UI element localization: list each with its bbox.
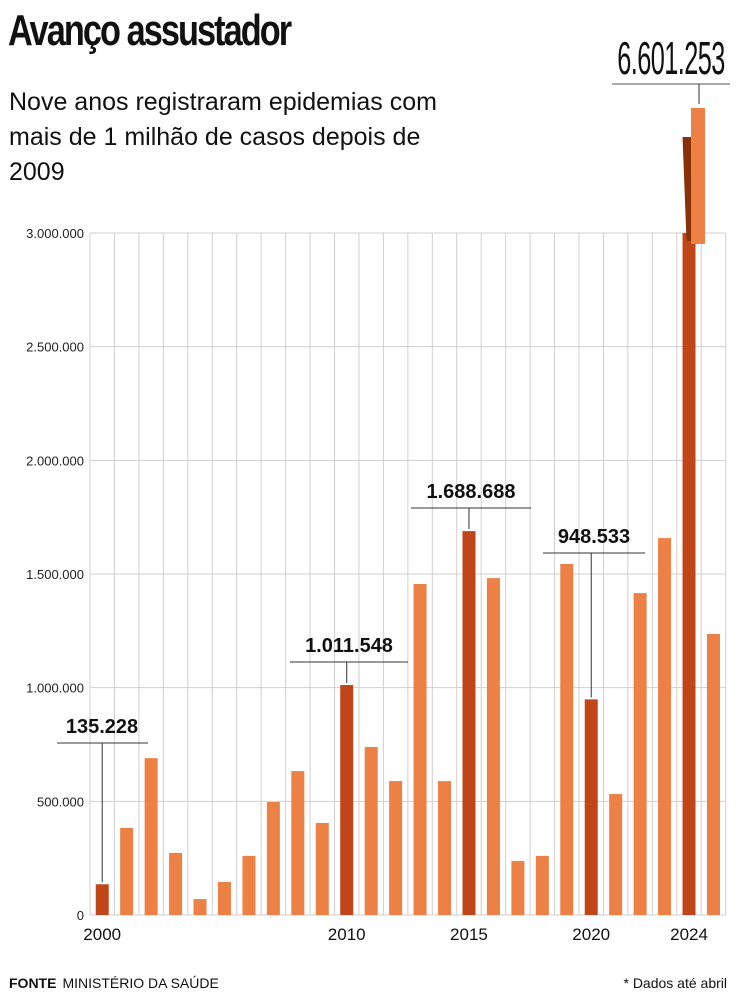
bar-2018 bbox=[535, 855, 549, 915]
bar-2011 bbox=[364, 747, 378, 915]
chart-title: Avanço assustador bbox=[8, 6, 292, 55]
bar-break-shard bbox=[682, 137, 693, 241]
x-tick-label: 2024 bbox=[670, 925, 708, 944]
bar-2017 bbox=[511, 860, 525, 915]
bar-2000 bbox=[95, 884, 109, 915]
bar-2020 bbox=[584, 699, 598, 915]
bar-2016 bbox=[486, 578, 500, 915]
x-tick-label: 2000 bbox=[83, 925, 121, 944]
bar-2023 bbox=[658, 538, 672, 915]
data-note: * Dados até abril bbox=[623, 975, 727, 991]
bar-2009 bbox=[315, 822, 329, 915]
x-tick-label: 2020 bbox=[572, 925, 610, 944]
bar-2015 bbox=[462, 531, 476, 915]
bar-2013 bbox=[413, 584, 427, 915]
y-tick-label: 1.500.000 bbox=[26, 567, 84, 582]
bar-2003 bbox=[169, 852, 183, 915]
annotation-label: 948.533 bbox=[558, 526, 630, 548]
bar-2025 bbox=[706, 634, 720, 915]
bar-2004 bbox=[193, 899, 207, 915]
y-tick-label: 1.000.000 bbox=[26, 681, 84, 696]
annotation-label-max: 6.601.253 bbox=[617, 32, 725, 84]
source-label: FONTE bbox=[9, 975, 57, 991]
bar-2001 bbox=[120, 827, 134, 915]
bar-2019 bbox=[560, 563, 574, 915]
y-tick-label: 2.500.000 bbox=[26, 340, 84, 355]
chart-subtitle: Nove anos registraram epidemias com mais… bbox=[9, 88, 437, 186]
bar-break-top bbox=[691, 108, 706, 244]
bar-2022 bbox=[633, 593, 647, 915]
bar-2007 bbox=[266, 802, 280, 915]
bar-2021 bbox=[609, 794, 623, 915]
source-text: MINISTÉRIO DA SAÚDE bbox=[62, 975, 219, 991]
bar-2008 bbox=[291, 771, 305, 915]
y-tick-label: 3.000.000 bbox=[26, 226, 84, 241]
bar-2014 bbox=[438, 781, 452, 915]
annotation-label: 135.228 bbox=[66, 716, 138, 738]
bar-2006 bbox=[242, 855, 256, 915]
bar-2005 bbox=[217, 882, 231, 915]
y-tick-label: 2.000.000 bbox=[26, 453, 84, 468]
bar-2002 bbox=[144, 758, 158, 915]
y-tick-label: 0 bbox=[77, 908, 84, 923]
x-tick-label: 2015 bbox=[450, 925, 488, 944]
bar-2024 bbox=[682, 233, 696, 915]
annotation-label: 1.011.548 bbox=[305, 635, 393, 657]
x-tick-label: 2010 bbox=[328, 925, 366, 944]
bar-2010 bbox=[340, 685, 354, 915]
source-footer: FONTE MINISTÉRIO DA SAÚDE bbox=[9, 975, 219, 991]
bar-2012 bbox=[389, 781, 403, 915]
y-tick-label: 500.000 bbox=[37, 794, 84, 809]
annotation-label: 1.688.688 bbox=[427, 481, 516, 503]
